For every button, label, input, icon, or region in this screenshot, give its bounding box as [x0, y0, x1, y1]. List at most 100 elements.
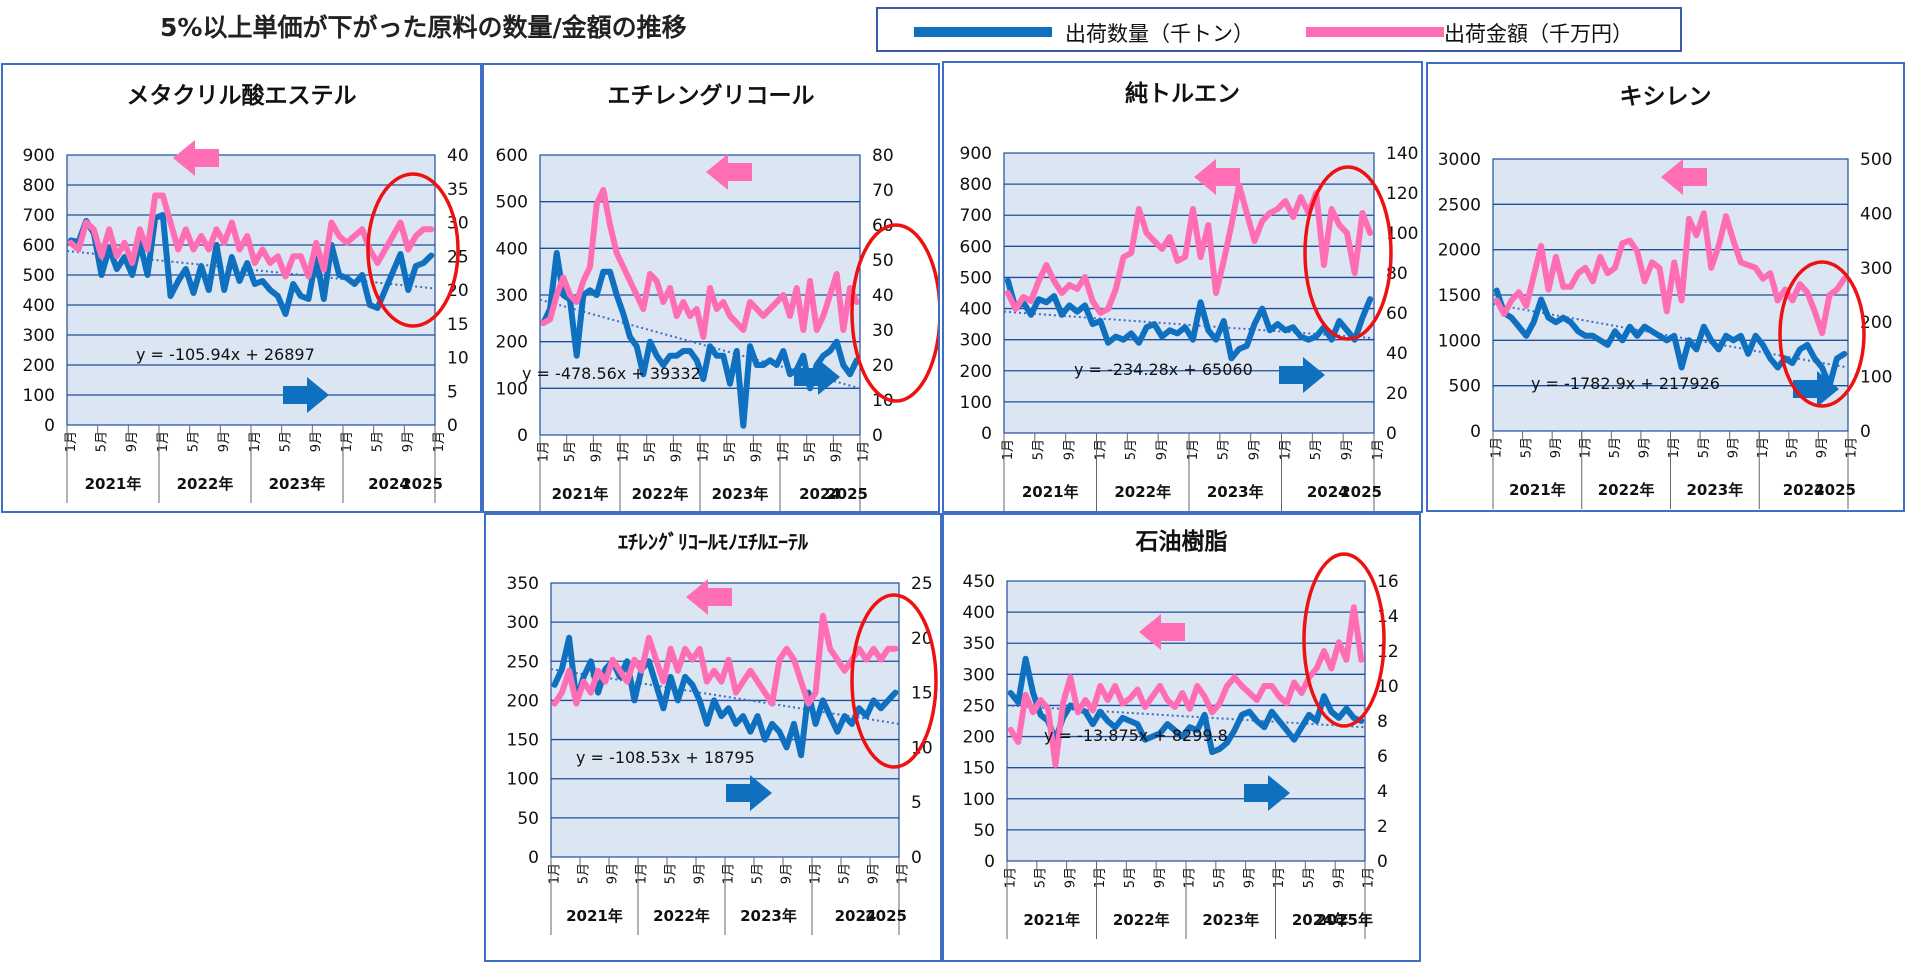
y-tick-label-right: 30	[872, 321, 894, 341]
y-tick-label-left: 500	[1449, 377, 1481, 397]
x-tick-label: 5月	[1123, 867, 1138, 888]
page-title: 5%以上単価が下がった原料の数量/金額の推移	[160, 13, 687, 42]
y-tick-label-left: 100	[963, 790, 995, 810]
arrow-left-icon	[686, 579, 732, 615]
x-tick-label: 1月	[548, 863, 563, 884]
year-label: 2023年	[1202, 911, 1259, 929]
arrow-right-icon	[1279, 357, 1325, 393]
x-tick-label: 1月	[1004, 867, 1019, 888]
y-tick-label-right: 10	[447, 349, 469, 369]
year-label: 2022年	[1114, 483, 1171, 501]
chart-svg-xylene: キシレン 0 500 1000 1500 2000 2500 3000 0 100 200 300 40…	[1438, 84, 1892, 509]
y-tick-label-left: 2500	[1438, 195, 1481, 215]
x-tick-label: 5月	[643, 441, 658, 462]
x-tick-label: 9月	[1242, 867, 1257, 888]
y-tick-label-right: 80	[872, 146, 894, 166]
chart-panel-ethylene-glycol: エチレングリコール 0 100 200 300 400 500 600 0 10 20 30 40 50 6…	[482, 63, 940, 513]
x-tick-label: 1月	[432, 431, 447, 452]
legend-label-qty: 出荷数量（千トン）	[1065, 22, 1254, 46]
x-tick-label: 1月	[809, 863, 824, 884]
x-tick-label: 5月	[1124, 439, 1139, 460]
year-label: 2021年	[1023, 911, 1080, 929]
x-tick-label: 5月	[1213, 867, 1228, 888]
x-tick-label: 1月	[1756, 437, 1771, 458]
x-tick-label: 9月	[309, 431, 324, 452]
arrow-right-icon	[283, 377, 329, 413]
chart-svg-ethylene-glycol: エチレングリコール0100200300400500600010203040506…	[496, 82, 938, 511]
x-tick-label: 1月	[1183, 867, 1198, 888]
y-tick-label-left: 100	[960, 393, 992, 413]
x-tick-label: 9月	[1340, 439, 1355, 460]
y-tick-label-left: 300	[960, 331, 992, 351]
x-tick-label: 1月	[722, 863, 737, 884]
chart-svg-toluene: 純トルエン 0 100 200 300 400 500 600 700 800 900 0 20 40 60…	[960, 80, 1418, 511]
y-tick-label-left: 200	[960, 362, 992, 382]
y-tick-label-right: 5	[911, 793, 922, 813]
y-tick-label-left: 450	[963, 572, 995, 592]
x-tick-label: 5月	[723, 441, 738, 462]
year-label: 2025	[1814, 481, 1856, 499]
y-tick-label-left: 600	[496, 146, 528, 166]
chart-panel-xylene: キシレン 0 500 1000 1500 2000 2500 3000 0 100 200 300 40…	[1426, 62, 1905, 512]
y-tick-label-right: 15	[911, 684, 933, 704]
y-tick-label-left: 100	[23, 386, 55, 406]
arrow-right-icon	[1244, 775, 1290, 811]
y-tick-label-left: 2000	[1438, 241, 1481, 261]
arrow-left-icon	[1194, 159, 1240, 195]
year-label: 2022年	[177, 475, 234, 493]
x-tick-label: 9月	[693, 863, 708, 884]
trendline-equation: y = -478.56x + 39332	[522, 364, 701, 383]
y-tick-label-left: 350	[963, 634, 995, 654]
chart-legend: 出荷数量（千トン） 出荷金額（千万円）	[876, 7, 1682, 52]
x-tick-label: 5月	[1519, 437, 1534, 458]
x-tick-label: 5月	[1697, 437, 1712, 458]
year-label: 2025年	[1316, 911, 1373, 929]
highlight-circle	[366, 172, 460, 328]
y-tick-label-right: 8	[1377, 712, 1388, 732]
chart-panel-petroleum-resin: 石油樹脂 0 50 100 150 200 250 300 350 400 450 0 2 4 6 8 10 12…	[942, 513, 1421, 962]
x-tick-label: 9月	[750, 441, 765, 462]
x-tick-label: 9月	[1153, 867, 1168, 888]
year-label: 2022年	[1113, 911, 1170, 929]
y-tick-label-right: 0	[872, 426, 883, 446]
chart-svg-petroleum-resin: 石油樹脂 0 50 100 150 200 250 300 350 400 450 0 2 4 6 8 10 12…	[963, 529, 1399, 939]
x-tick-label: 9月	[590, 441, 605, 462]
chart-title: キシレン	[1620, 84, 1712, 110]
y-tick-label-left: 300	[23, 326, 55, 346]
x-tick-label: 5月	[371, 431, 386, 452]
year-label: 2023年	[1687, 481, 1744, 499]
y-tick-label-left: 300	[963, 665, 995, 685]
y-tick-label-right: 16	[1377, 572, 1399, 592]
series-line-amt	[1007, 604, 1365, 768]
y-tick-label-right: 35	[447, 180, 469, 200]
chart-svg-egme: ｴﾁﾚﾝｸﾞﾘｺｰﾙﾓﾉｴﾁﾙｴｰﾃﾙ050100150200250300350…	[507, 530, 938, 935]
x-tick-label: 5月	[838, 863, 853, 884]
y-tick-label-left: 0	[517, 426, 528, 446]
y-tick-label-right: 0	[911, 848, 922, 868]
y-tick-label-right: 0	[1860, 422, 1871, 442]
y-tick-label-left: 600	[960, 237, 992, 257]
series-line-qty	[1007, 655, 1365, 756]
x-tick-label: 1月	[616, 441, 631, 462]
y-tick-label-right: 0	[1386, 424, 1397, 444]
y-tick-label-left: 800	[960, 175, 992, 195]
x-tick-label: 1月	[856, 441, 871, 462]
y-tick-label-left: 800	[23, 176, 55, 196]
y-tick-label-left: 0	[44, 416, 55, 436]
x-tick-label: 5月	[187, 431, 202, 452]
highlight-circle	[850, 593, 938, 769]
y-tick-label-left: 500	[496, 193, 528, 213]
x-tick-label: 1月	[1490, 437, 1505, 458]
y-tick-label-right: 0	[447, 416, 458, 436]
y-tick-label-right: 15	[447, 315, 469, 335]
y-tick-label-left: 350	[507, 574, 539, 594]
x-tick-label: 1月	[1272, 867, 1287, 888]
x-tick-label: 5月	[563, 441, 578, 462]
y-tick-label-left: 600	[23, 236, 55, 256]
y-tick-label-left: 500	[23, 266, 55, 286]
x-tick-label: 5月	[1608, 437, 1623, 458]
y-tick-label-left: 400	[960, 300, 992, 320]
y-tick-label-right: 40	[447, 146, 469, 166]
y-tick-label-right: 120	[1386, 184, 1418, 204]
chart-title: メタクリル酸エステル	[127, 83, 357, 109]
